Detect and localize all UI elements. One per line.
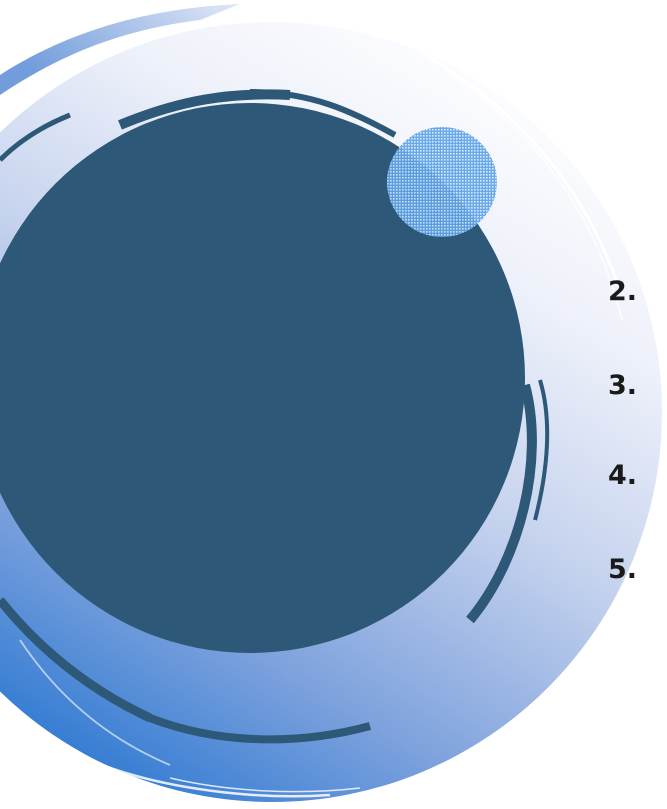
list-item: 3. (608, 370, 638, 401)
list-item: 4. (608, 460, 638, 491)
list-item: 2. (608, 276, 638, 307)
dotted-accent-circle (387, 127, 497, 237)
list-item: 5. (608, 554, 638, 585)
dark-circle (0, 89, 550, 744)
